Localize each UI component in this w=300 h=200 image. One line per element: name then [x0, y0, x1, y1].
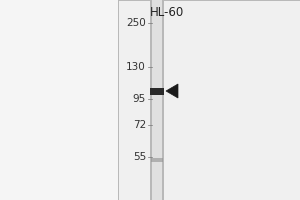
Bar	[118, 0, 300, 200]
Text: 72: 72	[133, 120, 146, 130]
Bar	[0, 0, 118, 200]
Text: 130: 130	[126, 62, 146, 72]
Text: 250: 250	[126, 18, 146, 28]
Text: HL-60: HL-60	[150, 5, 184, 19]
Bar	[150, 88, 164, 95]
Text: 55: 55	[133, 152, 146, 162]
Bar	[151, 158, 163, 162]
Text: 95: 95	[133, 94, 146, 104]
Polygon shape	[166, 84, 178, 98]
Bar	[152, 0, 162, 200]
Bar	[150, 0, 164, 200]
